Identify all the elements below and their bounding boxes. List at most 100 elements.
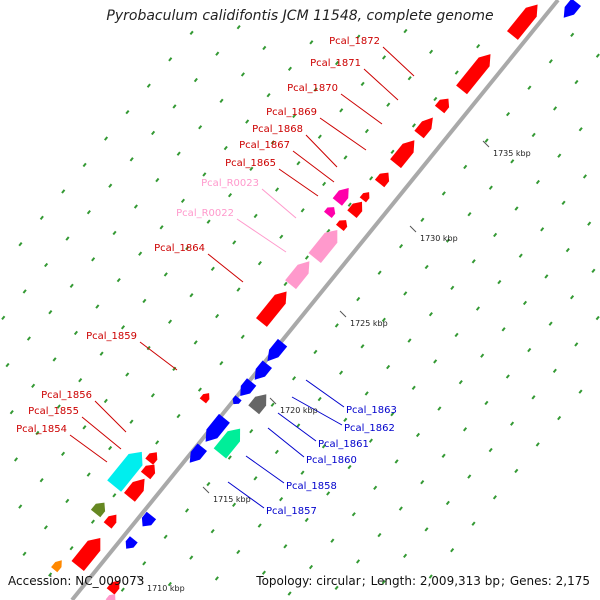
tick-mark [356, 296, 361, 302]
tick-mark [428, 312, 433, 317]
tick-mark [176, 413, 181, 419]
gene-arrow[interactable] [336, 220, 348, 231]
gene-label[interactable]: Pcal_R0023 [201, 178, 259, 189]
leader-line [292, 150, 335, 183]
gene-label[interactable]: Pcal_1871 [310, 58, 361, 69]
tick-mark [463, 427, 468, 432]
gene-label[interactable]: Pcal_1857 [266, 506, 317, 517]
gene-block-olive[interactable] [90, 502, 106, 518]
gene-label[interactable]: Pcal_1872 [329, 36, 380, 47]
tick-mark [369, 176, 374, 181]
ruler-labels-layer: 1710 kbp 1715 kbp 1720 kbp 1725 kbp 1730 kbp… [136, 140, 531, 593]
tick-mark [232, 502, 237, 507]
tick-mark [5, 362, 10, 368]
gene-label[interactable]: Pcal_1869 [266, 107, 317, 118]
gene-block-gray[interactable] [248, 394, 267, 415]
gene-arrow[interactable] [256, 291, 287, 327]
tick-mark [377, 532, 382, 538]
tick-mark [317, 134, 322, 139]
gene-arrow[interactable] [232, 395, 242, 405]
tick-mark [48, 310, 53, 315]
gene-arrow[interactable] [374, 172, 390, 188]
tick-mark [296, 160, 301, 166]
gene-label[interactable]: Pcal_1864 [154, 243, 205, 254]
tick-mark [129, 157, 134, 162]
gene-arrow[interactable] [125, 536, 138, 549]
gene-label[interactable]: Pcal_1870 [287, 83, 338, 94]
tick-mark [249, 166, 254, 171]
gene-label[interactable]: Pcal_1868 [252, 124, 303, 135]
gene-arrow[interactable] [106, 580, 120, 595]
gene-block-pink[interactable] [105, 594, 116, 600]
tick-mark [95, 304, 100, 309]
tick-mark [168, 57, 173, 62]
tick-mark [574, 79, 579, 85]
tick-mark [65, 498, 70, 504]
gene-arrow[interactable] [507, 4, 538, 40]
tick-mark [215, 313, 220, 319]
tick-mark [411, 385, 416, 390]
gene-label[interactable]: Pcal_1862 [344, 423, 395, 434]
tick-mark [471, 259, 476, 264]
tick-mark [90, 519, 95, 524]
tick-mark [167, 581, 172, 587]
gene-label[interactable]: Pcal_1867 [239, 140, 290, 151]
gene-arrow[interactable] [347, 201, 363, 218]
tick-mark [283, 281, 288, 287]
gene-arrow[interactable] [414, 117, 433, 139]
gene-arrow[interactable] [189, 443, 207, 463]
gene-label[interactable]: Pcal_1861 [318, 439, 369, 450]
tick-mark [270, 140, 275, 145]
gene-arrow[interactable] [199, 393, 210, 404]
gene-arrow[interactable] [285, 261, 310, 290]
gene-arrow[interactable] [456, 54, 491, 95]
tick-mark [343, 155, 348, 160]
gene-arrow[interactable] [267, 338, 288, 362]
gene-arrow[interactable] [390, 140, 415, 169]
tick-mark [317, 396, 322, 402]
gene-arrow[interactable] [324, 207, 336, 218]
gene-arrow[interactable] [434, 98, 450, 114]
leader-line [236, 218, 287, 253]
tick-mark [103, 136, 109, 141]
gene-arrow[interactable] [240, 378, 257, 396]
gene-arrow[interactable] [205, 413, 230, 442]
gene-arrow[interactable] [140, 464, 156, 480]
gene-arrow[interactable] [332, 188, 349, 206]
ruler-label: 1730 kbp [420, 234, 458, 243]
gene-label[interactable]: Pcal_1854 [16, 424, 67, 435]
gene-arrow[interactable] [563, 0, 581, 18]
gene-label[interactable]: Pcal_1859 [86, 331, 137, 342]
gene-arrow[interactable] [254, 360, 272, 380]
tick-mark [330, 538, 335, 543]
leader-line [245, 455, 285, 484]
gene-block-orange[interactable] [51, 560, 62, 573]
tick-mark [458, 379, 463, 385]
gene-label[interactable]: Pcal_R0022 [176, 208, 234, 219]
gene-arrow[interactable] [145, 452, 158, 465]
tick-mark [245, 119, 250, 124]
gene-arrow[interactable] [71, 538, 101, 571]
topology-value: circular [316, 574, 361, 588]
gene-block-green[interactable] [213, 428, 241, 459]
gene-arrow[interactable] [141, 511, 157, 527]
tick-mark [535, 179, 540, 185]
gene-arrow[interactable] [124, 478, 145, 502]
gene-label[interactable]: Pcal_1865 [225, 158, 276, 169]
tick-mark [168, 319, 173, 324]
gene-block-cyan[interactable] [107, 451, 143, 492]
gene-arrow[interactable] [308, 230, 338, 263]
tick-mark [236, 287, 241, 292]
gene-label[interactable]: Pcal_1860 [306, 455, 357, 466]
leader-line [305, 379, 345, 408]
tick-mark [180, 198, 186, 204]
gene-label[interactable]: Pcal_1858 [286, 481, 337, 492]
gene-label[interactable]: Pcal_1855 [28, 406, 79, 417]
tick-mark [155, 177, 160, 183]
gene-arrow[interactable] [103, 514, 117, 529]
tick-mark [215, 51, 220, 56]
gene-arrow[interactable] [359, 192, 370, 203]
gene-label[interactable]: Pcal_1863 [346, 405, 397, 416]
gene-label[interactable]: Pcal_1856 [41, 390, 92, 401]
tick-mark [454, 70, 459, 75]
